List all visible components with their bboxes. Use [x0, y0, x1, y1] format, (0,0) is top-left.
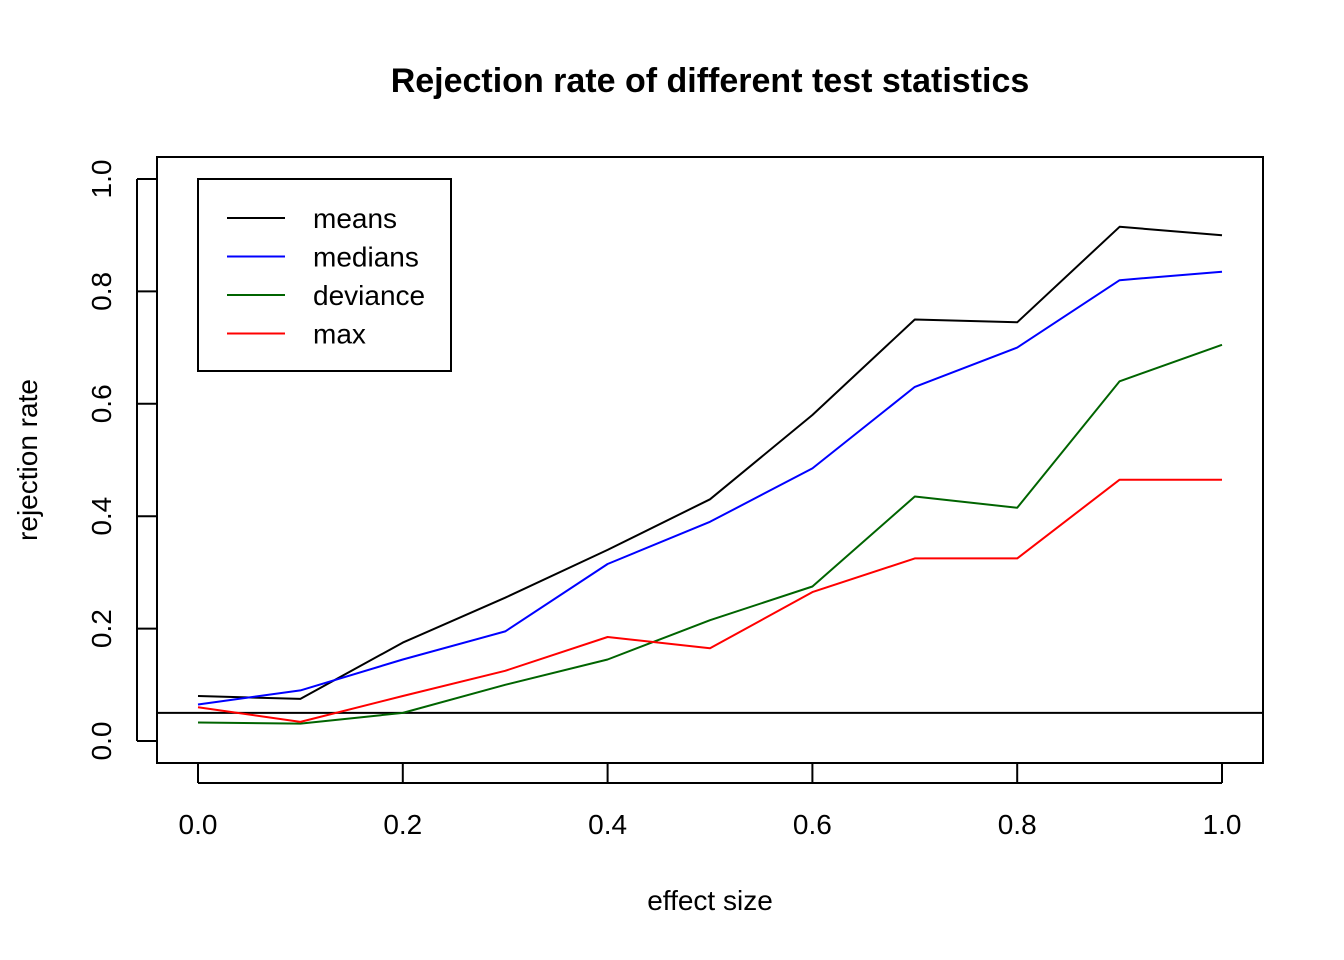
legend-label-deviance: deviance: [313, 280, 425, 311]
y-tick-label: 0.0: [86, 722, 117, 761]
y-tick-label: 0.6: [86, 384, 117, 423]
x-axis-label: effect size: [647, 885, 773, 916]
series-line-deviance: [197, 343, 1223, 725]
x-tick-label: 0.4: [588, 809, 627, 840]
series-layer: [197, 225, 1223, 725]
y-axis: 0.0 0.2 0.4 0.6 0.8 1.0: [86, 160, 157, 761]
x-tick-label: 0.2: [383, 809, 422, 840]
x-tick-label: 1.0: [1203, 809, 1242, 840]
legend-label-means: means: [313, 203, 397, 234]
legend-label-medians: medians: [313, 242, 419, 273]
legend-box: [197, 178, 452, 372]
x-tick-label: 0.0: [179, 809, 218, 840]
series-line-means: [197, 225, 1223, 700]
y-axis-label: rejection rate: [12, 379, 43, 541]
series-line-max: [197, 478, 1222, 723]
x-axis: 0.0 0.2 0.4 0.6 0.8 1.0: [179, 763, 1242, 840]
chart-title: Rejection rate of different test statist…: [391, 62, 1030, 100]
y-tick-label: 0.8: [86, 272, 117, 311]
series-line-medians: [197, 270, 1223, 706]
plot-box: [156, 156, 1264, 764]
x-tick-label: 0.6: [793, 809, 832, 840]
y-tick-label: 0.4: [86, 497, 117, 536]
legend: means medians deviance max: [197, 178, 452, 372]
x-tick-label: 0.8: [998, 809, 1037, 840]
y-tick-label: 1.0: [86, 160, 117, 199]
y-tick-label: 0.2: [86, 609, 117, 648]
legend-label-max: max: [313, 319, 366, 350]
